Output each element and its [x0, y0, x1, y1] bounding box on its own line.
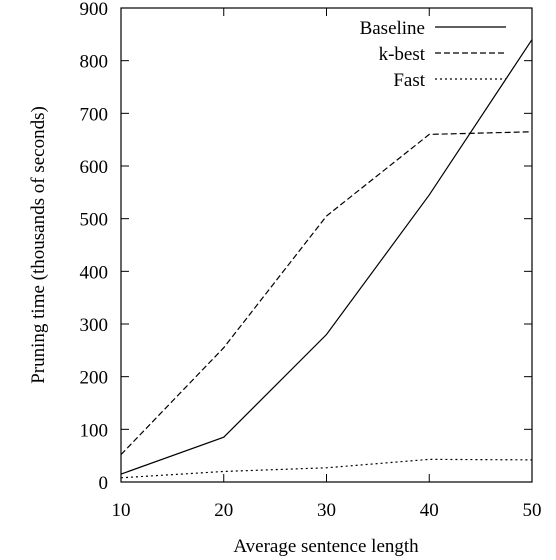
- axis-ticks: 0 100 200 300 400 500 600 700 800 900 10 20 30 40 50: [80, 0, 542, 521]
- x-tick-label: 40: [420, 500, 439, 521]
- y-tick-label: 900: [80, 0, 109, 20]
- legend-label: Fast: [393, 70, 425, 91]
- x-tick-label: 10: [112, 500, 131, 521]
- y-tick-label: 300: [80, 315, 109, 336]
- series-line-fast: [120, 458, 533, 479]
- y-tick-label: 200: [80, 368, 109, 389]
- legend-label: Baseline: [360, 18, 425, 39]
- y-tick-label: 0: [99, 473, 109, 494]
- y-axis-title: Pruning time (thousands of seconds): [28, 106, 49, 384]
- y-tick-label: 600: [80, 157, 109, 178]
- series-line-baseline: [120, 39, 533, 475]
- x-tick-label: 20: [214, 500, 233, 521]
- y-tick-label: 800: [80, 52, 109, 73]
- legend: Baseline k-best Fast: [360, 18, 506, 91]
- y-tick-label: 100: [80, 420, 109, 441]
- series-line-k-best: [120, 131, 533, 456]
- legend-label: k-best: [379, 44, 426, 65]
- y-tick-label: 700: [80, 104, 109, 125]
- x-axis-title: Average sentence length: [233, 536, 419, 557]
- y-tick-label: 500: [80, 210, 109, 231]
- x-tick-label: 30: [317, 500, 336, 521]
- series-lines: [120, 39, 533, 479]
- y-tick-label: 400: [80, 262, 109, 283]
- x-tick-label: 50: [523, 500, 542, 521]
